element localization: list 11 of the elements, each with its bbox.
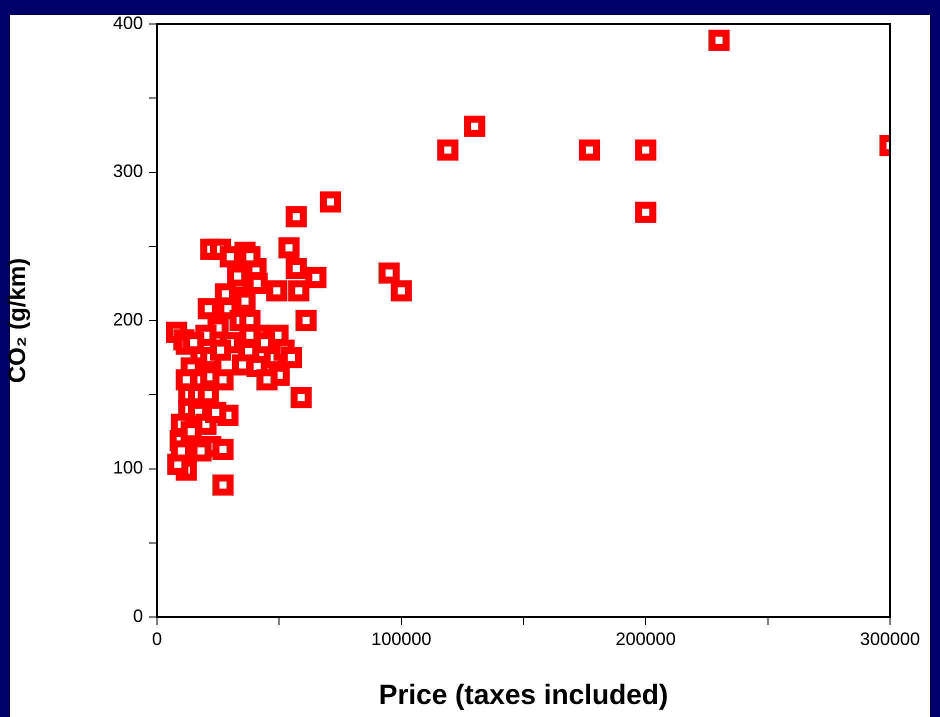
y-axis-title: CO₂ (g/km): [4, 258, 32, 384]
x-axis-title: Price (taxes included): [378, 678, 668, 710]
y-tick-label: 300: [112, 161, 143, 182]
y-tick-label: 400: [112, 12, 143, 33]
y-tick-label: 200: [112, 309, 143, 330]
y-tick-label: 0: [132, 606, 143, 626]
y-tick-label: 100: [112, 458, 143, 478]
x-tick-label: 300000: [860, 628, 920, 649]
x-tick-label: 0: [152, 628, 162, 649]
x-tick-label: 100000: [371, 628, 432, 649]
x-tick-label: 200000: [616, 628, 676, 649]
